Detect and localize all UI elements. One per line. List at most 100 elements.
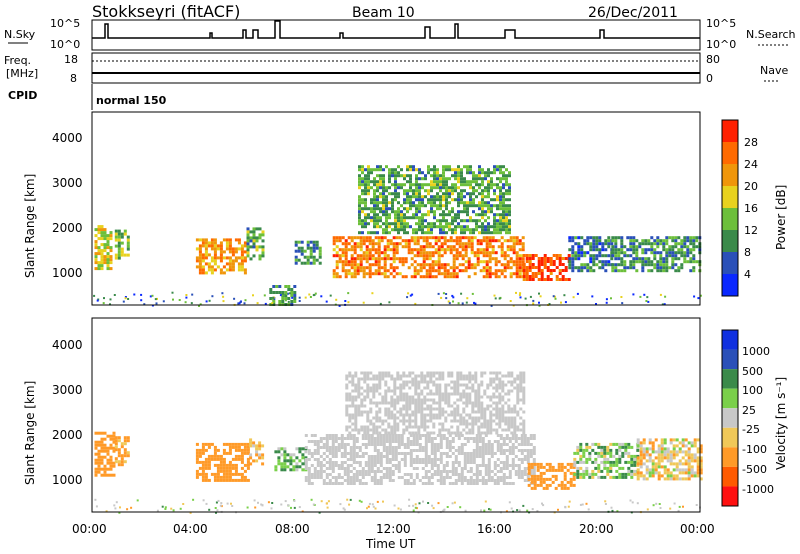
power-cell (452, 245, 456, 249)
power-cell (252, 254, 256, 258)
power-cell (674, 269, 678, 273)
velocity-cell (612, 454, 616, 458)
velocity-cell (660, 450, 664, 454)
power-cell (356, 257, 360, 261)
velocity-cell (651, 459, 655, 463)
velocity-cell (523, 440, 527, 443)
velocity-cell (456, 413, 460, 417)
power-cell (244, 299, 247, 302)
velocity-cell (409, 443, 413, 446)
velocity-cell (522, 401, 526, 405)
power-cell (425, 251, 429, 255)
power-cell (401, 257, 405, 261)
power-cell (191, 293, 194, 296)
velocity-cell (408, 380, 412, 384)
power-cell (403, 213, 406, 217)
power-cell (494, 272, 498, 276)
velocity-cell (591, 472, 595, 476)
velocity-cell (462, 428, 466, 432)
velocity-cell (495, 428, 499, 432)
velocity-cell (533, 462, 537, 466)
velocity-cell (352, 437, 356, 440)
power-cell (356, 245, 360, 249)
velocity-cell (696, 465, 700, 469)
velocity-cell (504, 416, 508, 420)
velocity-cell (451, 473, 455, 476)
power-cell (577, 242, 581, 246)
power-cell (261, 239, 265, 243)
velocity-cell (390, 404, 394, 408)
velocity-cell (363, 404, 367, 408)
velocity-cell (483, 392, 487, 396)
velocity-cell (486, 404, 490, 408)
velocity-cell (609, 460, 613, 464)
power-colorbar-swatch (722, 142, 738, 164)
velocity-cell (358, 470, 362, 473)
velocity-cell (499, 470, 503, 473)
power-cell (629, 248, 633, 252)
velocity-cell (645, 465, 649, 469)
power-cell (586, 236, 590, 240)
power-cell (117, 232, 121, 236)
power-cell (487, 168, 490, 172)
power-cell (445, 165, 448, 169)
velocity-cell (486, 422, 490, 426)
velocity-cell (604, 500, 607, 503)
velocity-cell (361, 443, 365, 446)
velocity-cell (594, 466, 598, 470)
power-cell (490, 225, 493, 229)
velocity-cbar-tick-neg1000: -1000 (742, 483, 774, 496)
power-cell (552, 269, 556, 272)
power-cell (629, 260, 633, 264)
velocity-cell (448, 449, 452, 452)
velocity-cell (633, 472, 637, 476)
velocity-cell (249, 444, 253, 448)
velocity-cell (433, 470, 437, 473)
power-cell (644, 239, 648, 243)
velocity-cell (477, 416, 481, 420)
velocity-cell (397, 464, 401, 467)
velocity-cell (450, 371, 454, 375)
velocity-cell (423, 377, 427, 381)
velocity-cell (393, 428, 397, 432)
power-cell (249, 245, 253, 249)
velocity-cell (246, 442, 250, 446)
velocity-cell (409, 464, 413, 467)
velocity-cell (415, 443, 419, 446)
velocity-cell (572, 474, 576, 478)
power-cell (611, 239, 615, 243)
power-cell (407, 242, 411, 246)
velocity-cell (204, 448, 208, 452)
power-cell (338, 239, 342, 243)
velocity-cell (352, 467, 356, 470)
velocity-cell (231, 472, 235, 476)
power-cell (120, 241, 124, 245)
power-cell (314, 292, 317, 295)
velocity-cell (417, 401, 421, 405)
velocity-cell (100, 449, 104, 453)
velocity-cell (415, 467, 419, 470)
velocity-cell (310, 455, 314, 458)
velocity-cell (417, 431, 421, 435)
velocity-cell (230, 502, 232, 505)
velocity-cell (352, 440, 356, 443)
power-cell (213, 250, 217, 254)
power-cell (620, 236, 624, 240)
velocity-cell (252, 444, 256, 448)
velocity-cell (379, 470, 383, 473)
power-cbar-tick-20: 20 (744, 180, 758, 193)
power-cell (424, 204, 427, 208)
velocity-cell (463, 458, 467, 461)
velocity-cell (459, 371, 463, 375)
power-cell (439, 198, 442, 202)
velocity-cell (459, 419, 463, 423)
velocity-cell (411, 401, 415, 405)
velocity-cell (237, 445, 241, 449)
velocity-cell (533, 474, 537, 478)
velocity-cell (560, 465, 564, 469)
velocity-cell (451, 502, 454, 505)
velocity-cell (468, 386, 472, 390)
power-cell (607, 260, 611, 264)
velocity-cell (429, 371, 433, 375)
velocity-cell (666, 474, 670, 478)
